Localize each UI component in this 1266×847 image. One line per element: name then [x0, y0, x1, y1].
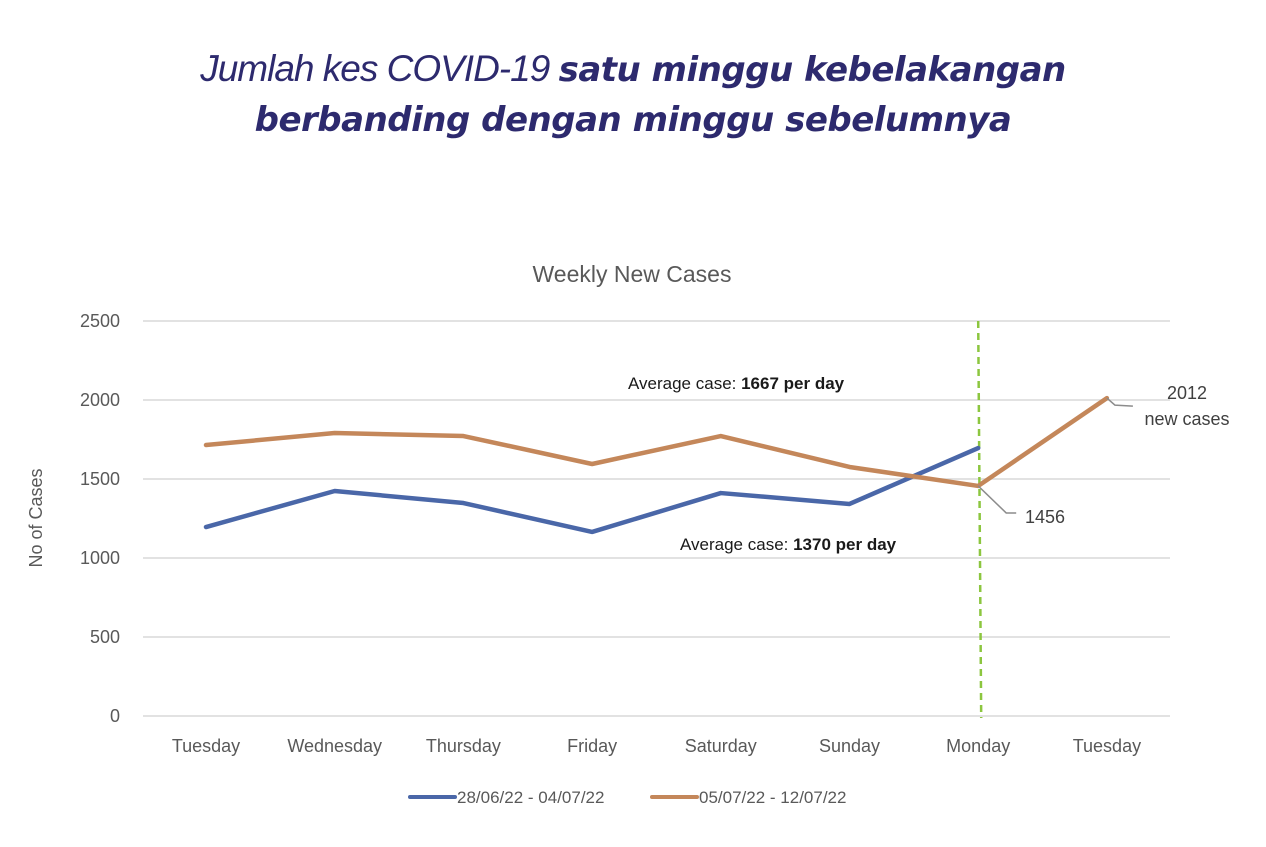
- callout-leaders: [977, 397, 1133, 514]
- x-tick-labels: Tuesday Wednesday Thursday Friday Saturday Su…: [172, 736, 1141, 756]
- x-tick-label: Monday: [946, 736, 1010, 756]
- x-tick-label: Sunday: [819, 736, 880, 756]
- x-tick-label: Saturday: [685, 736, 757, 756]
- y-tick-label: 500: [90, 627, 120, 647]
- reference-dashed-line: [976, 320, 983, 719]
- avg-orange-value: 1667 per day: [741, 374, 845, 393]
- series-line-1: [203, 445, 981, 535]
- legend: 28/06/22 - 04/07/22 05/07/22 - 12/07/22: [408, 788, 846, 807]
- series-lines: [203, 395, 1110, 535]
- headline-light-text: Jumlah kes COVID-19: [200, 48, 559, 89]
- x-tick-label: Friday: [567, 736, 617, 756]
- gridlines: [143, 320, 1170, 717]
- avg-blue-prefix: Average case:: [680, 535, 793, 554]
- x-tick-label: Wednesday: [287, 736, 382, 756]
- x-tick-label: Tuesday: [172, 736, 240, 756]
- y-tick-label: 2000: [80, 390, 120, 410]
- callout-2012-label: new cases: [1144, 409, 1229, 429]
- callout-leader-2012: [1106, 397, 1133, 407]
- callout-leader-1456: [977, 485, 1017, 514]
- headline-line-1: Jumlah kes COVID-19 satu minggu kebelaka…: [0, 44, 1266, 95]
- y-axis-label: No of Cases: [26, 468, 46, 567]
- headline-bold-text-1: satu minggu kebelakangan: [558, 50, 1067, 90]
- y-tick-label: 0: [110, 706, 120, 726]
- y-tick-labels: 0 500 1000 1500 2000 2500: [80, 311, 120, 726]
- y-tick-label: 2500: [80, 311, 120, 331]
- headline-bold-text-2: berbanding dengan minggu sebelumnya: [254, 100, 1012, 140]
- avg-orange-prefix: Average case:: [628, 374, 741, 393]
- y-tick-label: 1000: [80, 548, 120, 568]
- x-tick-label: Thursday: [426, 736, 501, 756]
- legend-label-series-1: 28/06/22 - 04/07/22: [457, 788, 604, 807]
- series-line-2: [203, 395, 1110, 489]
- avg-annotation-blue: Average case: 1370 per day: [680, 535, 897, 554]
- x-tick-label: Tuesday: [1073, 736, 1141, 756]
- callout-2012-value: 2012: [1167, 383, 1207, 403]
- avg-blue-value: 1370 per day: [793, 535, 897, 554]
- legend-label-series-2: 05/07/22 - 12/07/22: [699, 788, 846, 807]
- callout-1456: 1456: [1025, 507, 1065, 527]
- chart-title: Weekly New Cases: [533, 261, 732, 287]
- avg-annotation-orange: Average case: 1667 per day: [628, 374, 845, 393]
- y-tick-label: 1500: [80, 469, 120, 489]
- headline-line-2: berbanding dengan minggu sebelumnya: [0, 95, 1266, 145]
- headline: Jumlah kes COVID-19 satu minggu kebelaka…: [0, 44, 1266, 145]
- reference-line-group: [976, 320, 983, 719]
